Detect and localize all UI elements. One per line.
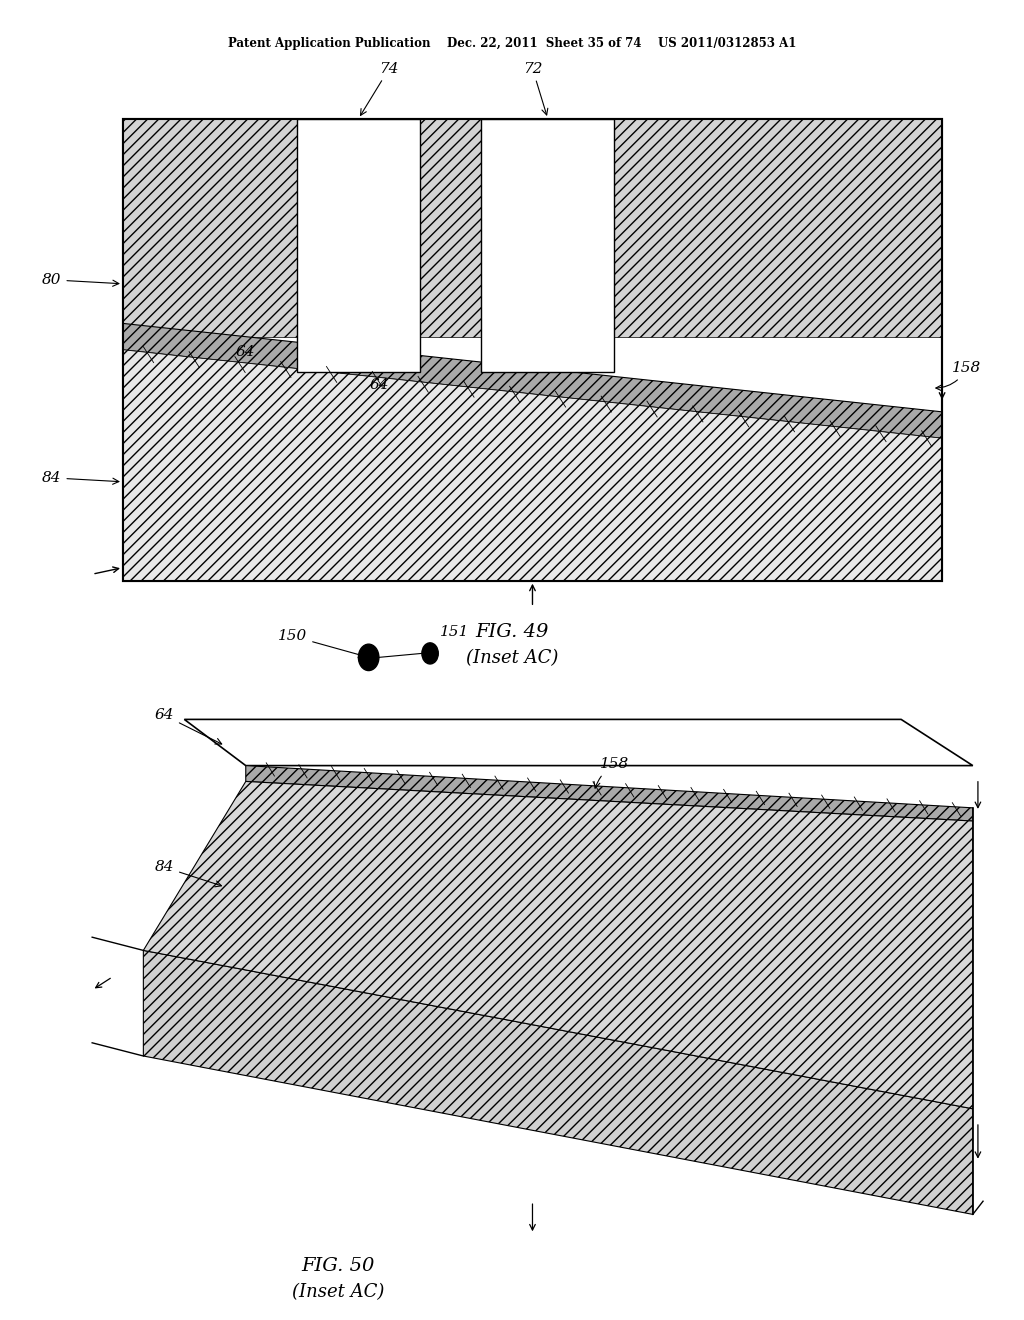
Polygon shape xyxy=(143,950,973,1214)
Polygon shape xyxy=(123,350,942,581)
Circle shape xyxy=(422,643,438,664)
Polygon shape xyxy=(123,119,942,581)
Text: 72: 72 xyxy=(522,62,548,115)
Circle shape xyxy=(358,644,379,671)
Text: FIG. 50: FIG. 50 xyxy=(301,1257,375,1275)
Text: 84: 84 xyxy=(42,471,119,484)
Polygon shape xyxy=(246,766,973,821)
Text: (Inset AC): (Inset AC) xyxy=(466,649,558,668)
Text: 64: 64 xyxy=(236,346,256,359)
Polygon shape xyxy=(123,119,942,337)
Polygon shape xyxy=(297,119,420,372)
Text: 80: 80 xyxy=(42,273,119,286)
Text: 84: 84 xyxy=(155,861,221,887)
Text: 74: 74 xyxy=(360,62,399,115)
Bar xyxy=(123,119,942,581)
Text: FIG. 49: FIG. 49 xyxy=(475,623,549,642)
Text: 150: 150 xyxy=(278,630,365,657)
Polygon shape xyxy=(184,719,973,766)
Text: 158: 158 xyxy=(936,362,982,391)
Text: (Inset AC): (Inset AC) xyxy=(292,1283,384,1302)
Polygon shape xyxy=(481,119,614,372)
Text: 64: 64 xyxy=(155,709,221,744)
Text: 158: 158 xyxy=(594,758,629,788)
Polygon shape xyxy=(123,323,942,438)
Text: Patent Application Publication    Dec. 22, 2011  Sheet 35 of 74    US 2011/03128: Patent Application Publication Dec. 22, … xyxy=(227,37,797,50)
Text: 151: 151 xyxy=(440,626,470,639)
Text: 64: 64 xyxy=(369,379,389,392)
Polygon shape xyxy=(143,781,973,1109)
